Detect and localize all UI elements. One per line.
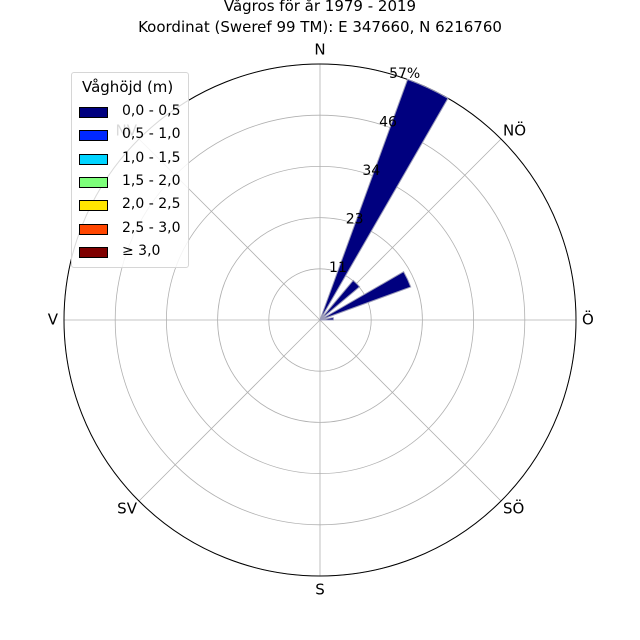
legend-item: 1,0 - 1,5 xyxy=(79,149,189,169)
rose-sector xyxy=(319,271,412,321)
radial-tick-labels: 11 23 34 46 57% xyxy=(329,66,420,276)
direction-label: Ö xyxy=(582,310,594,329)
direction-label: S xyxy=(315,581,325,599)
grid-ring xyxy=(217,217,423,423)
legend-item: ≥ 3,0 xyxy=(79,242,189,262)
legend-swatch xyxy=(79,153,108,165)
legend-item: 2,5 - 3,0 xyxy=(79,219,189,239)
direction-label: SV xyxy=(117,500,138,518)
radial-tick-label: 46 xyxy=(379,115,397,131)
grid-spoke xyxy=(138,319,321,502)
rose-sector xyxy=(319,317,334,321)
direction-label: SÖ xyxy=(503,499,524,518)
legend-swatch xyxy=(79,223,108,235)
legend-label: 2,5 - 3,0 xyxy=(122,219,181,236)
legend-swatch xyxy=(79,246,108,258)
grid-ring xyxy=(114,114,526,526)
radial-tick-label: 57% xyxy=(389,66,420,82)
radial-tick-label: 23 xyxy=(346,211,364,227)
legend-swatch xyxy=(79,107,108,118)
rose-sectors xyxy=(319,78,449,321)
rose-sector xyxy=(319,279,361,321)
legend-item: 0,0 - 0,5 xyxy=(79,103,189,122)
direction-label: NÖ xyxy=(503,120,526,139)
grid-ring xyxy=(268,268,372,372)
legend-label: 0,5 - 1,0 xyxy=(122,126,181,143)
legend-label: 1,5 - 2,0 xyxy=(122,172,181,189)
legend-title: Våghöjd (m) xyxy=(82,78,174,96)
chart-title: Vågros för år 1979 - 2019 xyxy=(223,0,417,15)
grid-ring xyxy=(165,165,475,475)
direction-labels: NNÖÖSÖSSVVNV xyxy=(48,41,594,599)
legend-label: ≥ 3,0 xyxy=(122,242,161,259)
rose-sector xyxy=(319,78,449,321)
legend-label: 0,0 - 0,5 xyxy=(122,103,181,119)
legend-item: 1,5 - 2,0 xyxy=(79,172,189,192)
legend-label: 1,0 - 1,5 xyxy=(122,149,181,166)
radial-tick-label: 11 xyxy=(329,260,347,276)
direction-label: V xyxy=(48,311,59,329)
radial-tick-label: 34 xyxy=(362,163,380,179)
legend-swatch xyxy=(79,176,108,188)
polar-frame xyxy=(63,63,577,577)
direction-label: N xyxy=(314,41,325,59)
chart-subtitle: Koordinat (Sweref 99 TM): E 347660, N 62… xyxy=(138,18,502,36)
grid-spoke xyxy=(319,319,502,502)
legend-swatch xyxy=(79,130,108,142)
legend-swatch xyxy=(79,200,108,212)
legend-item: 2,0 - 2,5 xyxy=(79,196,189,215)
legend-label: 2,0 - 2,5 xyxy=(122,196,181,213)
legend: Våghöjd (m) 0,0 - 0,5 0,5 - 1,0 1,0 - 1,5 1… xyxy=(71,72,189,268)
legend-item: 0,5 - 1,0 xyxy=(79,126,189,145)
